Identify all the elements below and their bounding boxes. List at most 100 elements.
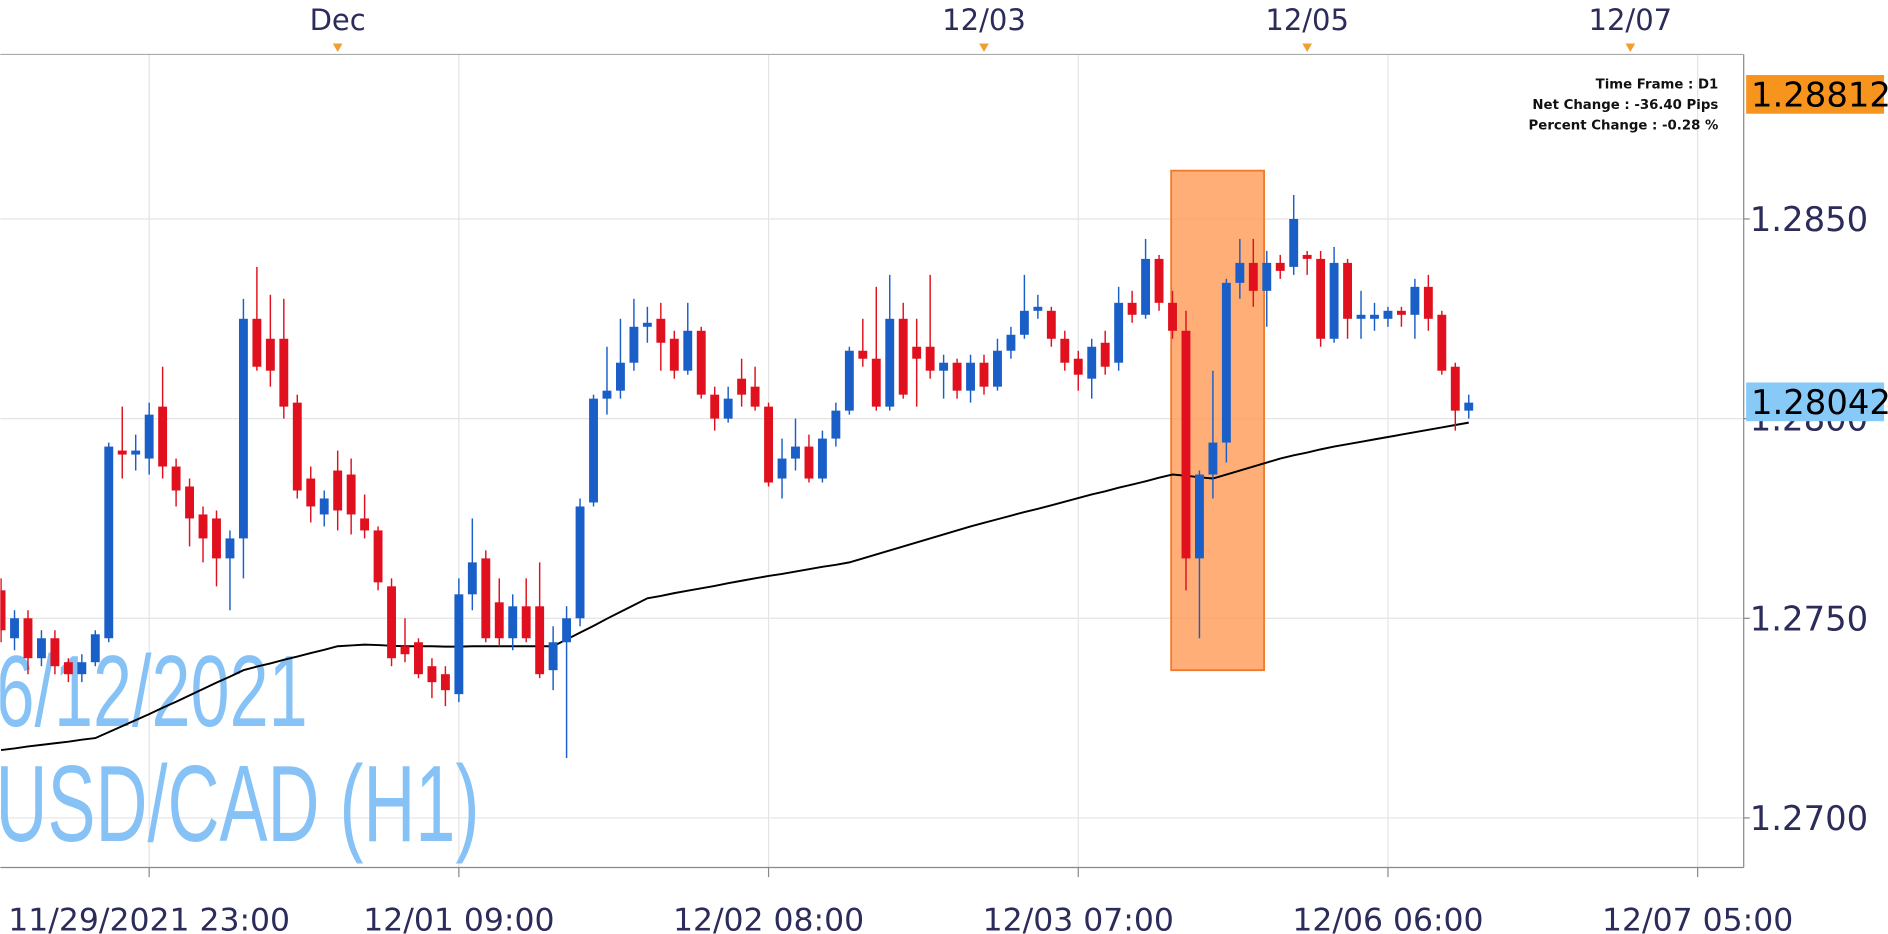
candle-body <box>656 318 666 343</box>
top-tick-marker <box>1302 43 1313 53</box>
price-label-box <box>1746 75 1885 114</box>
candle-body <box>589 398 598 503</box>
candle-body <box>265 338 275 371</box>
top-tick-label: 12/05 <box>1265 3 1349 37</box>
candle-body <box>548 642 558 671</box>
candle-body <box>1248 262 1258 291</box>
candle-body <box>1195 474 1204 559</box>
moving-average <box>0 421 1469 752</box>
info-text: Percent Change : -0.28 % <box>1529 118 1719 133</box>
candle-body <box>158 406 168 467</box>
candle-body <box>77 662 87 675</box>
watermark: USD/CAD (H1) <box>0 743 479 865</box>
top-tick-label: 12/07 <box>1589 3 1673 37</box>
x-tick-label: 12/03 07:00 <box>983 902 1174 934</box>
candle-body <box>1168 302 1177 331</box>
candle-body <box>238 318 248 539</box>
top-tick-label: 12/03 <box>942 3 1026 37</box>
candle-body <box>319 498 329 515</box>
candle-body <box>467 562 477 595</box>
y-tick-label: 1.2850 <box>1750 200 1868 239</box>
candle-body <box>1127 302 1137 315</box>
candle-body <box>333 470 343 511</box>
candle-body <box>1221 282 1231 443</box>
candle-body <box>912 346 922 359</box>
candle-body <box>683 330 693 371</box>
candle-body <box>1437 314 1447 371</box>
candle-body <box>198 514 208 539</box>
candle-body <box>723 398 733 419</box>
candle-body <box>1343 262 1353 319</box>
candle-body <box>117 450 127 455</box>
candle-body <box>1316 258 1326 339</box>
candle-body <box>1383 310 1393 319</box>
x-tick-label: 11/29/2021 23:00 <box>8 902 290 934</box>
candle-body <box>952 362 962 391</box>
candle-body <box>454 594 464 695</box>
candle-body <box>925 346 935 371</box>
candle-body <box>1073 358 1083 375</box>
candle-body <box>306 478 316 507</box>
candle-body <box>400 646 410 655</box>
candle-body <box>360 518 370 531</box>
candle-body <box>629 326 639 363</box>
candle-body <box>1141 258 1151 315</box>
candle-body <box>696 330 706 395</box>
candle-body <box>575 506 585 619</box>
top-tick-marker <box>1625 43 1636 53</box>
candle-body <box>50 638 60 667</box>
candle-body <box>1208 442 1218 475</box>
candle-body <box>1046 310 1056 339</box>
candle-body <box>1154 258 1164 303</box>
candle-body <box>1262 262 1272 291</box>
candle-body <box>535 606 545 675</box>
candle-body <box>1370 314 1379 319</box>
candle-body <box>1396 310 1406 315</box>
top-tick-label: Dec <box>310 3 366 37</box>
watermark: 6/12/2021 <box>0 634 308 748</box>
candle-body <box>440 674 450 691</box>
candle-body <box>1087 346 1097 379</box>
candle-body <box>737 378 747 395</box>
y-tick-label: 1.2750 <box>1750 599 1868 638</box>
candle-body <box>602 390 612 399</box>
candle-body <box>1114 302 1124 363</box>
candle-body <box>791 446 800 459</box>
y-tick-label: 1.2700 <box>1750 799 1868 838</box>
candle-body <box>750 386 760 407</box>
candle-body <box>1006 334 1016 351</box>
top-tick-marker <box>979 43 989 53</box>
candle-body <box>1289 218 1299 267</box>
candle-body <box>1464 402 1474 411</box>
candle-body <box>414 642 423 675</box>
candle-body <box>346 474 356 515</box>
candle-body <box>104 446 114 639</box>
candle-body <box>817 438 827 479</box>
candle-body <box>10 618 19 639</box>
candle-body <box>292 402 302 491</box>
candle-body <box>279 338 289 407</box>
candle-body <box>858 350 868 359</box>
candle-body <box>1019 310 1029 335</box>
candle-body <box>171 466 181 491</box>
candle-body <box>481 558 491 639</box>
candle-body <box>131 450 141 455</box>
x-tick-label: 12/02 08:00 <box>673 902 864 934</box>
candle-body <box>804 446 814 479</box>
candle-body <box>1235 262 1245 283</box>
info-text: Net Change : -36.40 Pips <box>1532 98 1718 113</box>
candle-body <box>1423 286 1433 319</box>
candle-body <box>90 634 100 663</box>
price-label: 1.28812 <box>1751 75 1888 114</box>
top-tick-marker <box>332 43 343 53</box>
candle-body <box>562 618 572 643</box>
candle-body <box>979 362 989 387</box>
candle-body <box>387 586 396 659</box>
candle-body <box>373 530 383 583</box>
candle-body <box>764 406 774 483</box>
candle-body <box>966 362 975 391</box>
candle-body <box>0 590 6 631</box>
